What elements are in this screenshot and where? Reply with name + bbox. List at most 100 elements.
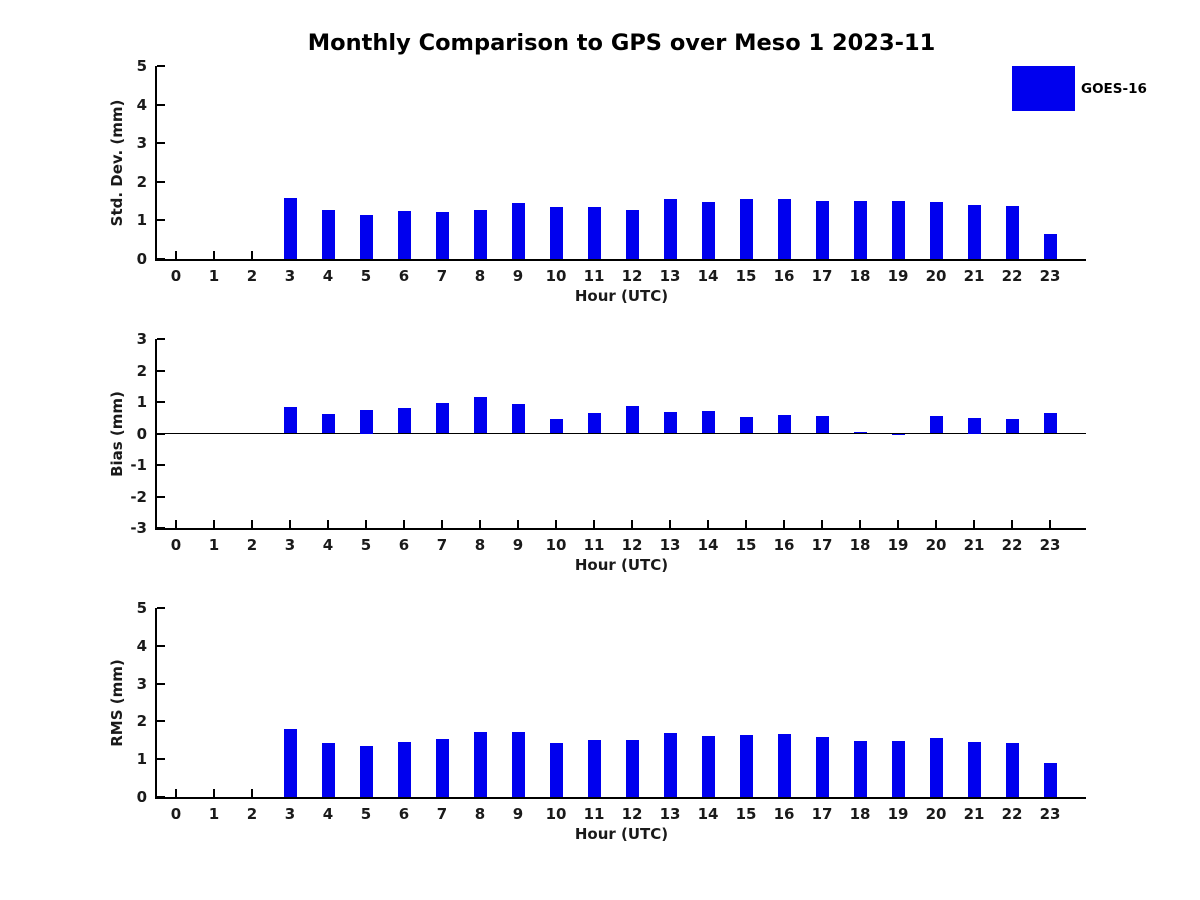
bar-hour-13 [663,733,677,797]
x-tick-mark [821,520,823,528]
bias-x-axis-label: Hour (UTC) [574,556,669,574]
x-tick-mark [1049,789,1051,797]
bar-hour-12 [625,406,639,434]
y-tick-mark [157,495,165,498]
bar-hour-7 [435,402,449,434]
x-tick-mark [935,789,937,797]
bar-hour-14 [701,735,715,797]
x-tick-label: 15 [735,805,757,823]
bar-hour-15 [739,417,753,434]
bar-hour-16 [777,199,791,259]
x-tick-label: 9 [512,536,524,554]
x-tick-mark [479,789,481,797]
x-tick-label: 4 [322,536,334,554]
x-tick-label: 2 [246,536,258,554]
x-tick-label: 7 [436,805,448,823]
bias-plot-area [155,338,1086,530]
x-tick-label: 21 [963,536,985,554]
x-tick-label: 17 [811,267,833,285]
x-tick-mark [935,520,937,528]
x-tick-mark [631,789,633,797]
bar-hour-11 [587,412,601,434]
x-tick-label: 2 [246,805,258,823]
y-tick-label: 1 [136,750,147,769]
bar-hour-5 [359,409,373,434]
y-tick-label: 2 [136,172,147,191]
bar-hour-19 [891,200,905,259]
bar-hour-17 [815,416,829,434]
x-tick-label: 6 [398,267,410,285]
x-tick-label: 4 [322,805,334,823]
bar-hour-10 [549,418,563,434]
x-tick-label: 20 [925,536,947,554]
bar-hour-13 [663,199,677,259]
x-tick-label: 15 [735,267,757,285]
y-tick-mark [157,758,165,761]
x-tick-mark [403,789,405,797]
x-tick-label: 17 [811,536,833,554]
x-tick-mark [327,520,329,528]
x-tick-label: 0 [170,536,182,554]
y-tick-mark [157,796,165,798]
x-tick-mark [1011,520,1013,528]
x-tick-label: 0 [170,805,182,823]
y-tick-mark [157,103,165,106]
bar-hour-19 [891,740,905,797]
x-tick-mark [517,251,519,259]
x-tick-label: 9 [512,267,524,285]
y-tick-mark [157,65,165,67]
y-tick-label: -3 [130,519,147,537]
x-tick-mark [441,520,443,528]
x-tick-label: 16 [773,536,795,554]
x-tick-label: 22 [1001,267,1023,285]
x-tick-label: 12 [621,536,643,554]
y-tick-mark [157,607,165,609]
bar-hour-22 [1005,206,1019,259]
bar-hour-16 [777,415,791,434]
bar-hour-8 [473,397,487,434]
bar-hour-22 [1005,419,1019,434]
x-tick-label: 21 [963,267,985,285]
x-tick-label: 22 [1001,536,1023,554]
bar-hour-20 [929,201,943,259]
bar-hour-4 [321,413,335,434]
y-tick-label: 0 [136,250,147,268]
bar-hour-5 [359,214,373,259]
x-tick-label: 7 [436,267,448,285]
x-tick-mark [897,520,899,528]
y-tick-label: 4 [136,636,147,655]
x-tick-mark [289,789,291,797]
x-tick-label: 8 [474,267,486,285]
x-tick-label: 2 [246,267,258,285]
bar-hour-18 [853,201,867,259]
x-tick-mark [365,251,367,259]
bar-hour-21 [967,741,981,797]
y-tick-mark [157,180,165,183]
x-tick-mark [213,520,215,528]
x-tick-label: 22 [1001,805,1023,823]
x-tick-mark [555,789,557,797]
x-tick-mark [669,520,671,528]
x-tick-mark [175,251,177,259]
figure-title: Monthly Comparison to GPS over Meso 1 20… [307,30,936,56]
x-tick-label: 5 [360,805,372,823]
x-tick-mark [669,789,671,797]
x-tick-mark [707,789,709,797]
x-tick-label: 3 [284,805,296,823]
x-tick-label: 11 [583,805,605,823]
rms-plot-area [155,607,1086,799]
y-tick-label: 3 [136,134,147,153]
bar-hour-18 [853,741,867,797]
x-tick-label: 13 [659,536,681,554]
rms-y-axis-label: RMS (mm) [108,658,126,747]
x-tick-label: 3 [284,267,296,285]
rms-x-axis-label: Hour (UTC) [574,825,669,843]
x-tick-label: 1 [208,267,220,285]
x-tick-label: 7 [436,536,448,554]
bar-hour-4 [321,742,335,797]
legend-swatch-goes16 [1012,66,1075,111]
x-tick-mark [517,789,519,797]
x-tick-label: 10 [545,805,567,823]
y-tick-label: 4 [136,95,147,114]
